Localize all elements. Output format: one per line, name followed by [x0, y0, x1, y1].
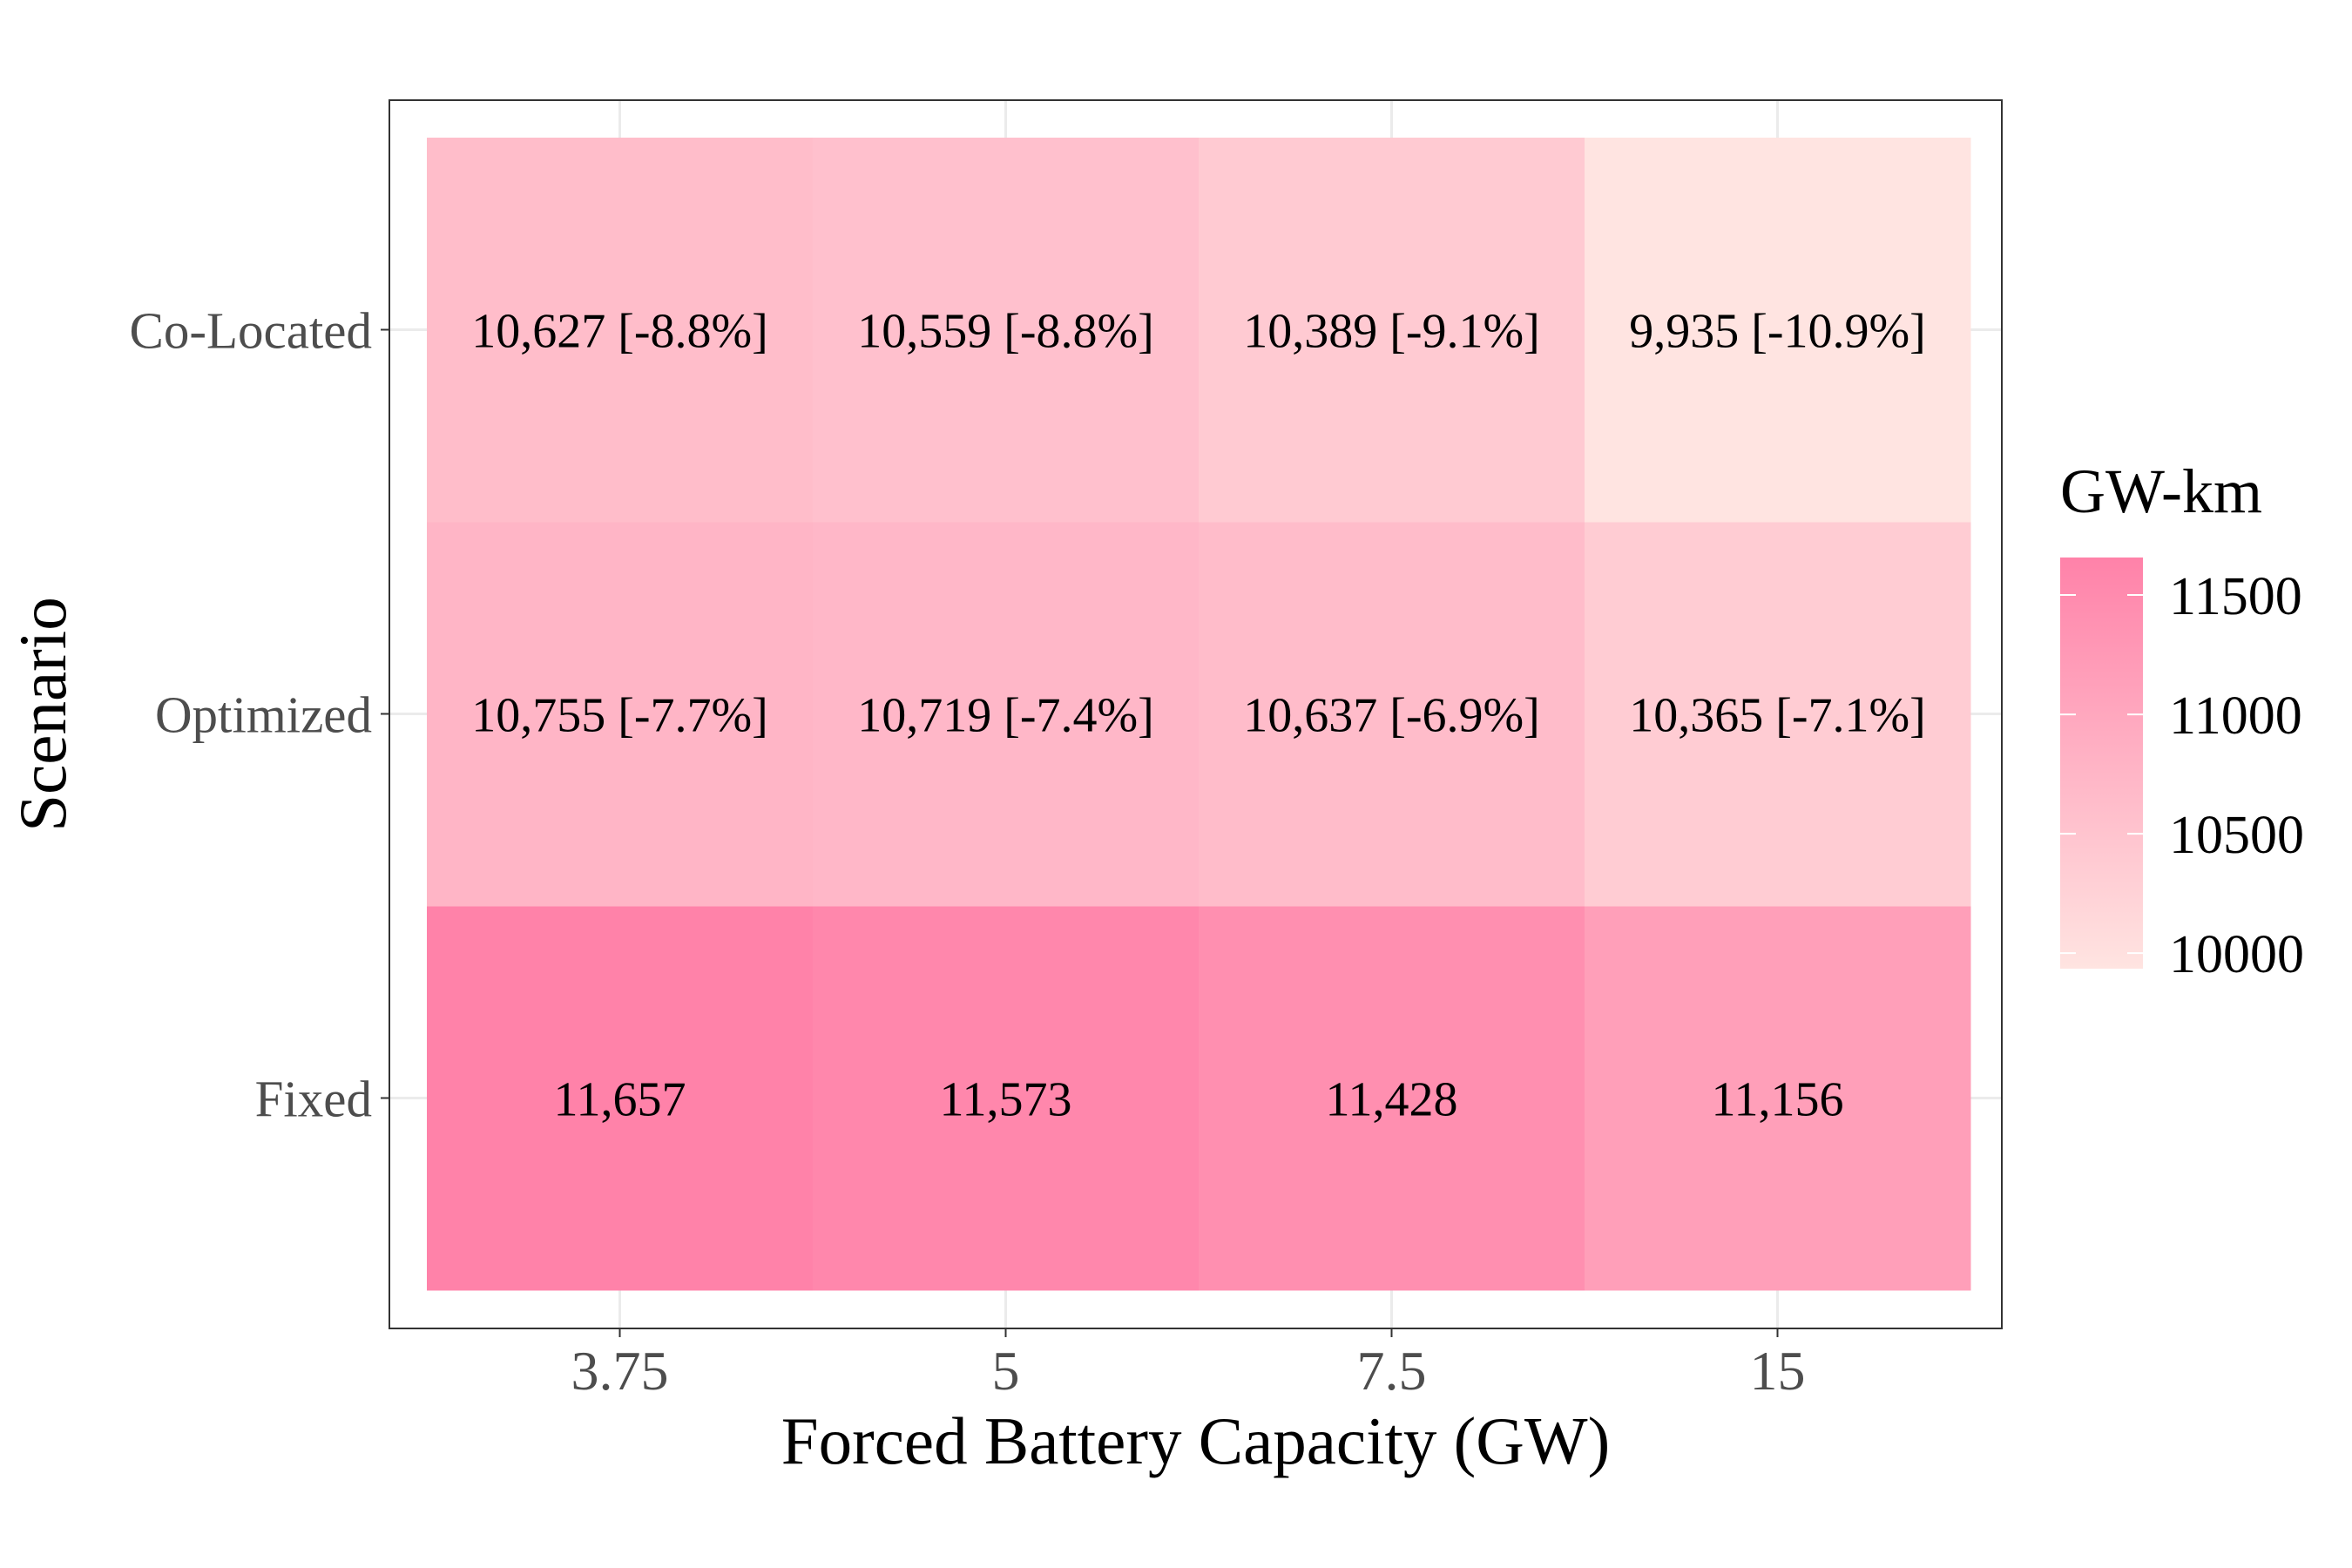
x-tick-label: 7.5 — [1357, 1340, 1427, 1402]
cell-label: 10,365 [-7.1%] — [1629, 689, 1926, 743]
heatmap-cell — [427, 522, 814, 907]
heatmap-cell — [1585, 906, 1971, 1291]
heatmap-cell — [1585, 138, 1971, 523]
heatmap-cell — [1199, 138, 1585, 523]
cell-label: 10,637 [-6.9%] — [1243, 689, 1540, 743]
legend: GW-km 11500 11000 10500 10000 — [2060, 456, 2304, 984]
heatmap-cell — [1199, 522, 1585, 907]
x-axis-title: Forced Battery Capacity (GW) — [781, 1403, 1610, 1478]
cell-label: 10,389 [-9.1%] — [1243, 305, 1540, 359]
heatmap-cell — [813, 138, 1200, 523]
y-tick-label: Optimized — [155, 686, 372, 744]
cell-label: 9,935 [-10.9%] — [1629, 305, 1926, 359]
heatmap-cell — [427, 138, 814, 523]
x-tick-label: 3.75 — [571, 1340, 669, 1402]
legend-title: GW-km — [2060, 456, 2262, 526]
x-tick-label: 15 — [1750, 1340, 1806, 1402]
legend-tick-label: 11500 — [2169, 567, 2302, 626]
heatmap-cell — [1585, 522, 1971, 907]
heatmap-cell — [813, 522, 1200, 907]
heatmap-cell — [1199, 906, 1585, 1291]
x-axis: 3.75 5 7.5 15 — [571, 1328, 1806, 1402]
cell-label: 11,428 — [1326, 1073, 1458, 1127]
heatmap-cell — [813, 906, 1200, 1291]
y-tick-label: Fixed — [255, 1071, 372, 1128]
cell-label: 11,573 — [940, 1073, 1072, 1127]
cell-label: 10,755 [-7.7%] — [471, 689, 768, 743]
cell-label: 11,657 — [554, 1073, 686, 1127]
legend-tick-label: 10500 — [2169, 806, 2304, 865]
cell-label: 11,156 — [1712, 1073, 1844, 1127]
y-tick-label: Co-Located — [130, 302, 373, 360]
legend-tick-label: 10000 — [2169, 925, 2304, 984]
y-axis-title: Scenario — [5, 597, 80, 831]
y-axis: Fixed Optimized Co-Located — [130, 302, 389, 1128]
cell-label: 10,627 [-8.8%] — [471, 305, 768, 359]
cell-labels: 11,657 11,573 11,428 11,156 10,755 [-7.7%] 10… — [471, 305, 1926, 1127]
cell-label: 10,719 [-7.4%] — [857, 689, 1154, 743]
legend-tick-label: 11000 — [2169, 686, 2302, 746]
x-tick-label: 5 — [992, 1340, 1020, 1402]
cell-label: 10,559 [-8.8%] — [857, 305, 1154, 359]
legend-colorbar — [2060, 558, 2143, 969]
heatmap-cells — [427, 138, 1971, 1291]
heatmap-cell — [427, 906, 814, 1291]
